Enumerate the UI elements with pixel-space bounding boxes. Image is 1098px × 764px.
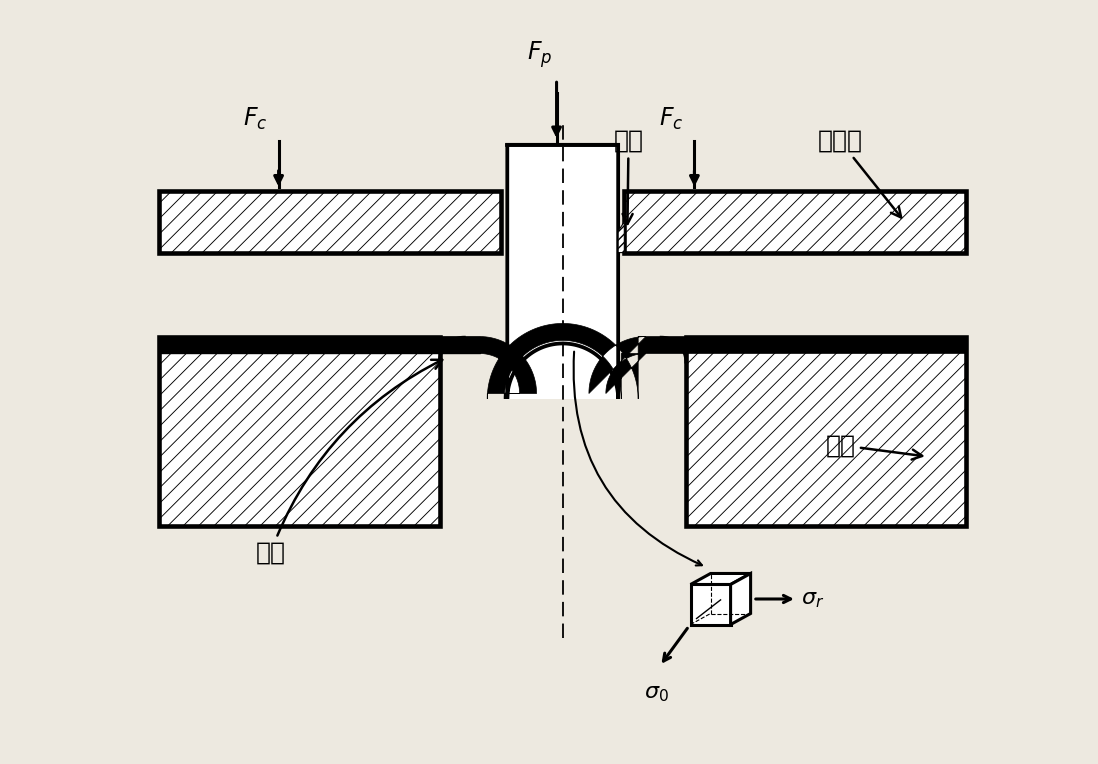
Polygon shape <box>159 191 501 253</box>
Text: 凹模: 凹模 <box>826 433 922 460</box>
Polygon shape <box>159 323 966 399</box>
Polygon shape <box>686 338 966 526</box>
Text: 压边圈: 压边圈 <box>818 129 901 218</box>
Polygon shape <box>618 222 625 253</box>
Polygon shape <box>625 191 966 253</box>
Polygon shape <box>691 574 751 584</box>
Polygon shape <box>691 584 730 624</box>
Text: 凸模: 凸模 <box>614 129 643 224</box>
Text: $\sigma_0$: $\sigma_0$ <box>645 681 669 704</box>
Polygon shape <box>507 145 618 399</box>
Text: $F_p$: $F_p$ <box>527 40 552 70</box>
Polygon shape <box>159 338 439 526</box>
Text: 制件: 制件 <box>256 360 442 565</box>
Polygon shape <box>730 574 751 624</box>
Text: $F_c$: $F_c$ <box>244 105 268 131</box>
Polygon shape <box>507 145 618 399</box>
Text: $F_c$: $F_c$ <box>659 105 684 131</box>
Text: $\sigma_r$: $\sigma_r$ <box>800 588 824 610</box>
